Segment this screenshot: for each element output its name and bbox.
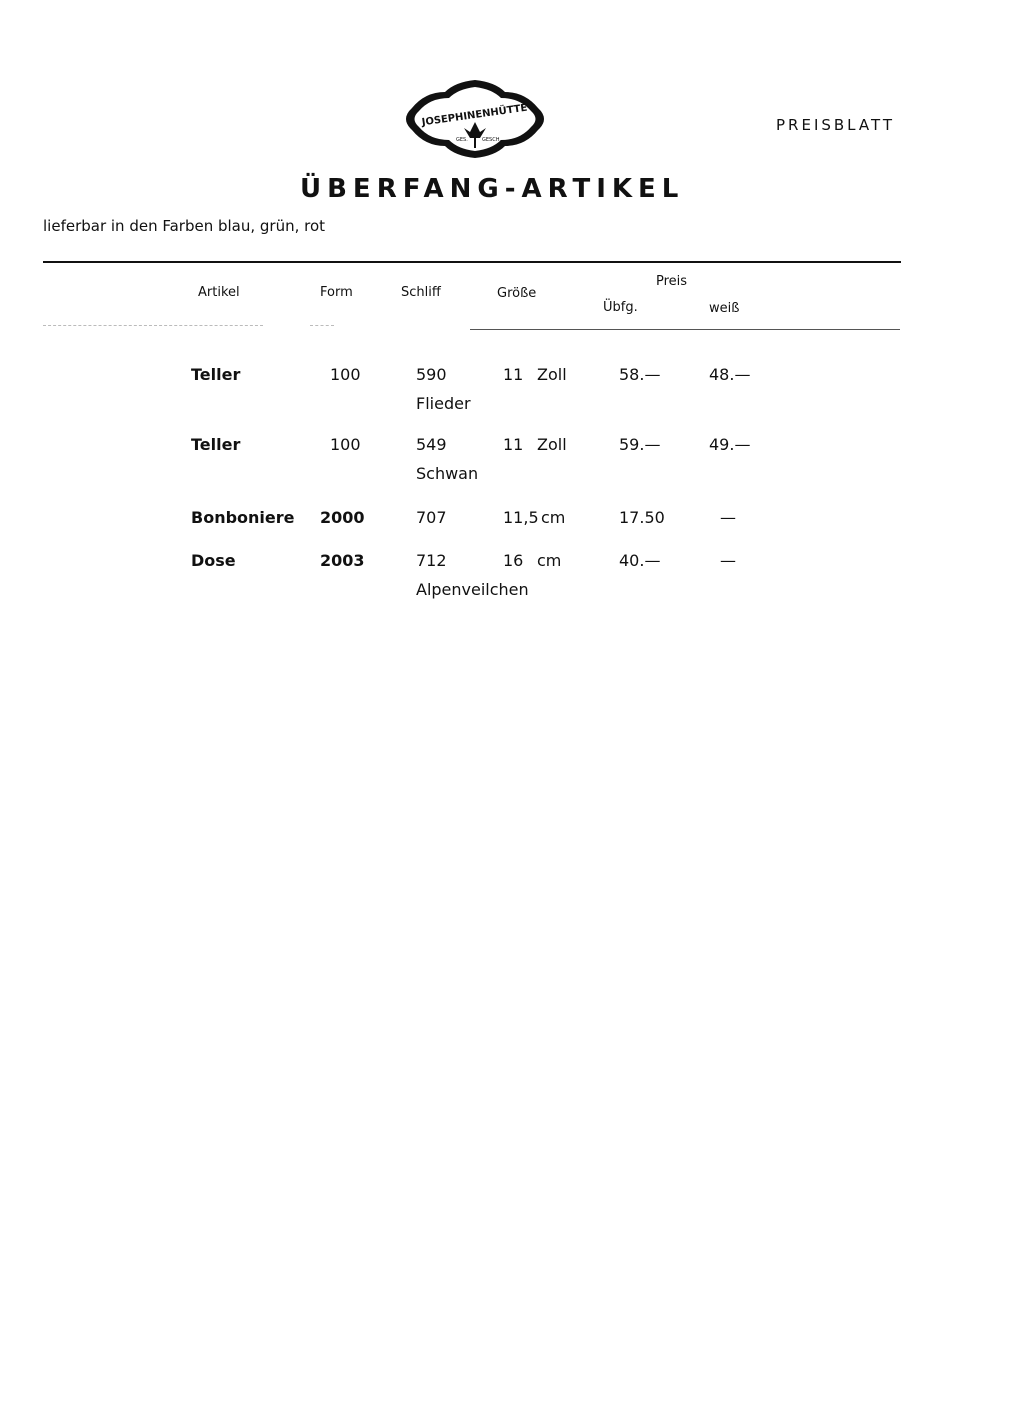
cell-form: 2003: [320, 551, 365, 570]
cell-preis-weiss: —: [720, 508, 736, 527]
cell-preis-ubfg: 40.—: [619, 551, 661, 570]
cell-schliff-name: Schwan: [416, 464, 479, 483]
cell-groesse-unit: cm: [541, 508, 566, 527]
col-header-preis: Preis: [656, 274, 688, 289]
col-header-schliff: Schliff: [401, 285, 441, 300]
header-dotted-rule: [310, 325, 334, 327]
page-subtitle: lieferbar in den Farben blau, grün, rot: [43, 217, 326, 235]
cell-artikel: Bonboniere: [191, 508, 295, 527]
cell-preis-weiss: —: [720, 551, 736, 570]
cell-schliff: 707: [416, 508, 447, 527]
cell-groesse-number: 11: [503, 435, 524, 454]
cell-artikel: Teller: [191, 435, 241, 454]
cell-schliff-name: Flieder: [416, 394, 471, 413]
cell-groesse-number: 11,5: [503, 508, 539, 527]
cell-form: 100: [330, 365, 361, 384]
cell-groesse-unit: Zoll: [537, 435, 567, 454]
cell-schliff: 549: [416, 435, 447, 454]
cell-schliff-name: Alpenveilchen: [416, 580, 529, 599]
josephinenhuette-logo: JOSEPHINENHÜTTE GES. GESCH.: [406, 80, 544, 158]
cell-form: 2000: [320, 508, 365, 527]
header-dotted-rule: [43, 325, 263, 327]
cell-schliff: 712: [416, 551, 447, 570]
cell-preis-weiss: 49.—: [709, 435, 751, 454]
svg-text:GES.: GES.: [456, 137, 468, 143]
col-header-form: Form: [320, 285, 353, 300]
cell-groesse-unit: cm: [537, 551, 562, 570]
cell-preis-weiss: 48.—: [709, 365, 751, 384]
cell-preis-ubfg: 17.50: [619, 508, 665, 527]
cell-preis-ubfg: 58.—: [619, 365, 661, 384]
col-header-groesse: Größe: [497, 286, 537, 301]
cell-artikel: Teller: [191, 365, 241, 384]
col-header-ubfg: Übfg.: [603, 300, 638, 315]
cell-groesse-unit: Zoll: [537, 365, 567, 384]
cell-schliff: 590: [416, 365, 447, 384]
header-divider: [43, 261, 901, 263]
cell-form: 100: [330, 435, 361, 454]
page-title: ÜBERFANG-ARTIKEL: [300, 174, 685, 204]
col-header-artikel: Artikel: [198, 285, 240, 300]
preis-header-rule: [470, 329, 900, 330]
svg-text:GESCH.: GESCH.: [482, 137, 501, 143]
cell-groesse-number: 11: [503, 365, 524, 384]
col-header-weiss: weiß: [709, 301, 740, 316]
cell-groesse-number: 16: [503, 551, 524, 570]
preisblatt-label: PREISBLATT: [776, 116, 896, 134]
cell-artikel: Dose: [191, 551, 236, 570]
cell-preis-ubfg: 59.—: [619, 435, 661, 454]
